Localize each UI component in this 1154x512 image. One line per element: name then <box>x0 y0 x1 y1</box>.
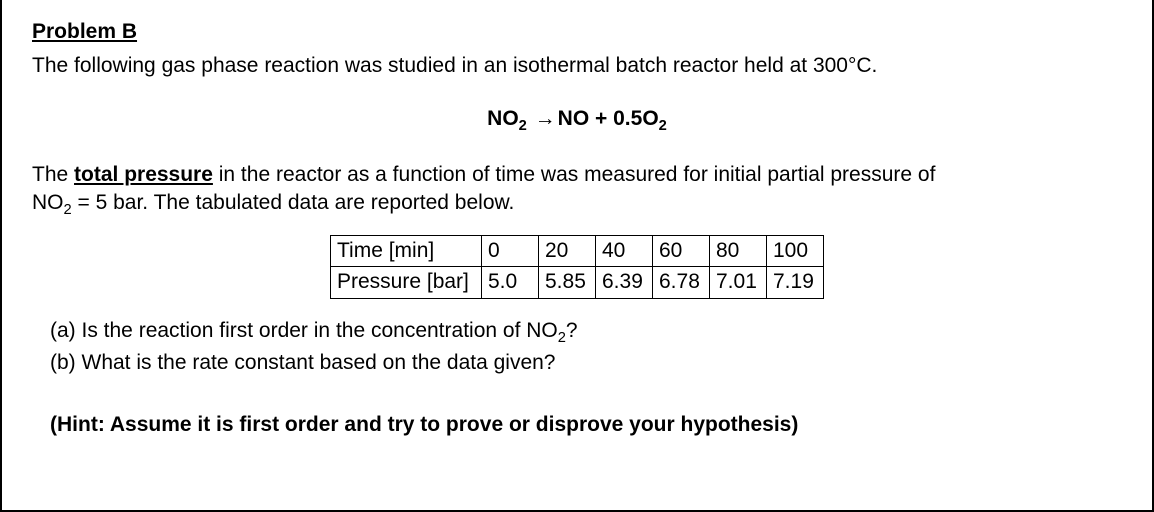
pressure-cell: 5.0 <box>482 267 539 298</box>
pressure-cell: 7.01 <box>710 267 767 298</box>
question-a: (a) Is the reaction first order in the c… <box>50 317 1122 349</box>
time-cell: 80 <box>710 236 767 267</box>
eq-rhs2: O2 <box>642 107 667 130</box>
table-row: Time [min] 0 20 40 60 80 100 <box>331 236 824 267</box>
pressure-cell: 7.19 <box>767 267 824 298</box>
problem-page: Problem B The following gas phase reacti… <box>0 0 1154 512</box>
time-cell: 20 <box>539 236 596 267</box>
eq-rhs1: NO <box>558 107 590 130</box>
reaction-equation: NO2 →NO + 0.5O2 <box>32 105 1122 137</box>
time-label-cell: Time [min] <box>331 236 482 267</box>
hint-text: (Hint: Assume it is first order and try … <box>50 411 1122 439</box>
time-cell: 60 <box>653 236 710 267</box>
total-pressure-emph: total pressure <box>74 163 213 186</box>
time-cell: 0 <box>482 236 539 267</box>
time-cell: 100 <box>767 236 824 267</box>
problem-title-line: Problem B <box>32 18 1122 46</box>
time-cell: 40 <box>596 236 653 267</box>
problem-title: Problem B <box>32 20 137 43</box>
question-b: (b) What is the rate constant based on t… <box>50 349 1122 377</box>
eq-lhs: NO2 <box>487 107 527 130</box>
pressure-cell: 6.78 <box>653 267 710 298</box>
arrow-icon: → <box>535 105 556 133</box>
eq-plus: + <box>589 107 613 130</box>
pressure-paragraph-line2: NO2 = 5 bar. The tabulated data are repo… <box>32 189 1122 221</box>
data-table: Time [min] 0 20 40 60 80 100 Pressure [b… <box>330 235 824 299</box>
pressure-cell: 6.39 <box>596 267 653 298</box>
intro-paragraph: The following gas phase reaction was stu… <box>32 52 1122 80</box>
pressure-cell: 5.85 <box>539 267 596 298</box>
eq-rhs2-coef: 0.5 <box>613 107 642 130</box>
pressure-label-cell: Pressure [bar] <box>331 267 482 298</box>
table-row: Pressure [bar] 5.0 5.85 6.39 6.78 7.01 7… <box>331 267 824 298</box>
question-list: (a) Is the reaction first order in the c… <box>50 317 1122 377</box>
pressure-paragraph-line1: The total pressure in the reactor as a f… <box>32 161 1122 189</box>
